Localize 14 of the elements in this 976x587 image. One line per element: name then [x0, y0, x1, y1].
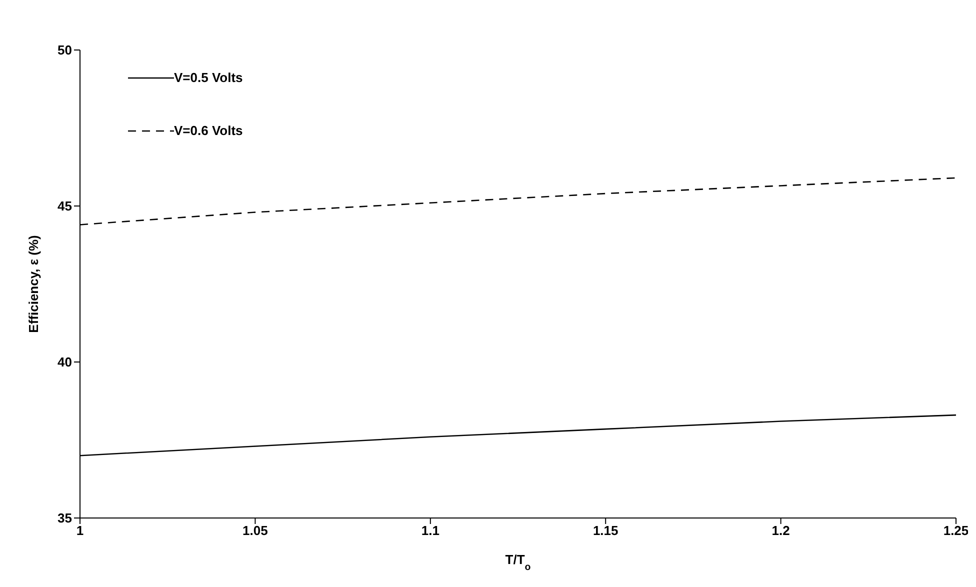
legend-label: V=0.6 Volts — [174, 123, 243, 138]
y-tick-label: 35 — [58, 510, 72, 526]
x-tick-label: 1.1 — [421, 523, 440, 538]
x-tick-label: 1 — [76, 523, 84, 538]
y-axis-title: Efficiency, ε (%) — [26, 235, 41, 333]
legend-label: V=0.5 Volts — [174, 70, 243, 85]
y-tick-label: 50 — [58, 42, 72, 58]
x-tick-label: 1.15 — [592, 523, 618, 538]
y-tick-label: 45 — [58, 198, 72, 214]
x-axis-title: T/T$_{o}$ — [505, 552, 531, 572]
x-tick-label: 1.25 — [943, 523, 969, 538]
x-tick-label: 1.05 — [242, 523, 268, 538]
x-tick-label: 1.2 — [772, 523, 790, 538]
y-tick-label: 40 — [58, 354, 72, 370]
